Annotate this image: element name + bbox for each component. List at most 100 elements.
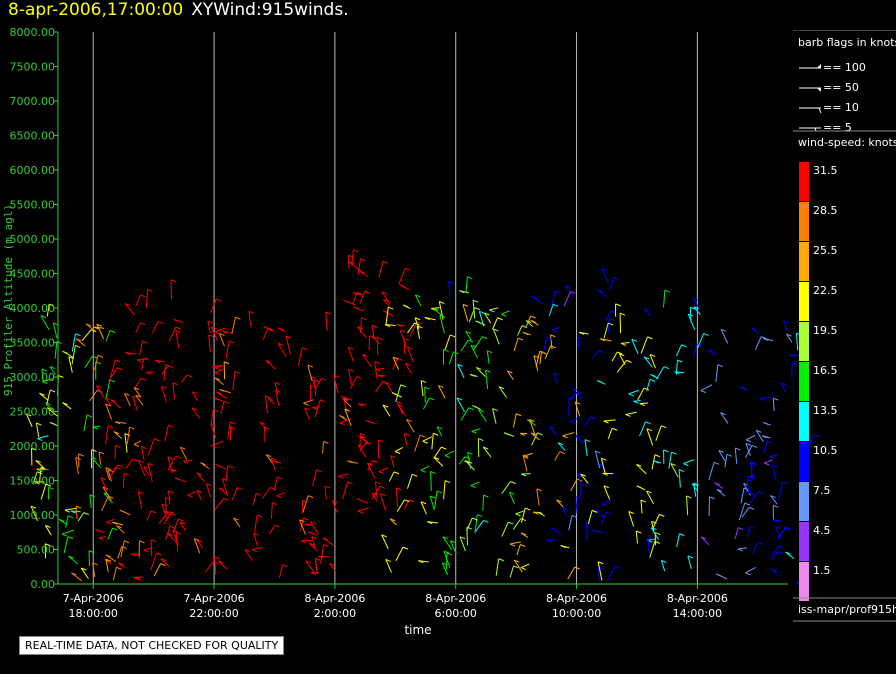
wind-barb — [262, 487, 271, 499]
wind-barb-flag — [253, 532, 259, 536]
speed-color-swatch — [799, 522, 809, 561]
wind-barb-flag — [707, 349, 714, 353]
wind-barb-flag — [417, 325, 423, 329]
wind-barb-cluster — [531, 268, 621, 582]
wind-barb — [593, 509, 604, 518]
wind-barb-flag — [636, 530, 642, 534]
wind-barb-flag — [498, 386, 505, 390]
y-tick-label: 4500.00 — [10, 268, 56, 281]
wind-barb — [533, 355, 539, 372]
wind-barb — [600, 458, 606, 475]
wind-barb — [304, 407, 311, 420]
wind-barb-flag — [214, 556, 220, 560]
wind-barb-flag — [213, 408, 219, 412]
wind-barb-flag — [397, 357, 403, 361]
wind-barb-flag — [493, 328, 499, 332]
x-tick-date: 7-Apr-2006 — [184, 592, 245, 605]
wind-barb — [693, 343, 698, 356]
wind-barb-flag — [67, 515, 74, 519]
wind-barb-flag — [559, 451, 565, 455]
wind-barb-flag — [762, 421, 769, 425]
wind-barb-flag — [316, 469, 322, 473]
wind-barb-flag — [274, 382, 281, 385]
wind-barb — [122, 473, 125, 489]
wind-barb-flag — [601, 503, 608, 507]
wind-barb — [509, 565, 515, 578]
wind-barb-flag — [167, 456, 174, 460]
wind-barb — [640, 500, 643, 514]
speed-color-swatch — [799, 242, 809, 281]
wind-barb-flag — [379, 485, 386, 489]
wind-barb — [105, 403, 113, 420]
wind-barb — [344, 408, 352, 426]
wind-barb-flag — [309, 542, 315, 546]
y-tick-label: 5500.00 — [10, 199, 56, 212]
wind-barb-flag — [429, 397, 435, 401]
wind-barb-flag — [671, 451, 677, 455]
wind-barb-flag — [153, 438, 160, 442]
wind-barb — [764, 459, 773, 464]
wind-barb — [772, 398, 775, 412]
wind-barb — [548, 425, 558, 436]
wind-barb-flag — [605, 511, 612, 515]
wind-barb-flag — [681, 344, 687, 348]
wind-barb-cluster — [154, 298, 241, 575]
wind-barb-flag — [299, 519, 305, 523]
wind-barb-flag — [115, 444, 121, 448]
wind-barb — [449, 540, 457, 554]
wind-barb-flag — [382, 380, 389, 384]
wind-barb-flag — [397, 404, 404, 408]
wind-barb — [105, 330, 111, 342]
wind-barb-flag — [109, 379, 116, 383]
wind-barb-flag — [112, 527, 118, 531]
wind-barb — [227, 421, 231, 439]
wind-barb — [133, 387, 142, 398]
speed-color-swatch — [799, 322, 809, 361]
wind-barb-flag — [168, 490, 174, 494]
x-tick-time: 14:00:00 — [673, 607, 722, 620]
wind-barb — [509, 541, 521, 545]
wind-barb-flag — [768, 455, 775, 459]
wind-barb — [139, 340, 143, 356]
wind-barb-flag — [651, 520, 657, 524]
wind-barb — [434, 490, 438, 509]
wind-barb-flag — [58, 375, 64, 378]
wind-barb-flag — [97, 354, 104, 358]
wind-barb-flag — [105, 554, 111, 558]
wind-barb — [196, 539, 204, 549]
wind-barb-flag — [208, 334, 214, 338]
wind-barb — [357, 326, 367, 338]
wind-barb-flag — [419, 434, 426, 438]
wind-barb-flag — [62, 402, 68, 406]
wind-barb-flag — [602, 472, 608, 476]
wind-barb-cluster — [305, 311, 386, 575]
wind-barb — [357, 444, 367, 458]
x-tick-date: 8-Apr-2006 — [425, 592, 486, 605]
wind-barb-cluster — [578, 303, 667, 581]
wind-barb-flag — [785, 551, 791, 555]
wind-barb-flag — [639, 403, 645, 407]
wind-barb-flag — [598, 350, 604, 354]
wind-barb-flag — [679, 533, 685, 537]
speed-bin-label: 28.5 — [813, 204, 838, 217]
wind-barb — [743, 483, 751, 496]
wind-barb-cluster — [700, 328, 779, 580]
wind-barb-flag — [160, 558, 166, 562]
wind-barb-flag — [96, 323, 103, 327]
wind-barb-flag — [674, 371, 680, 375]
wind-barb-flag — [145, 371, 152, 375]
wind-barb-flag — [522, 332, 529, 335]
wind-barb — [643, 356, 653, 368]
wind-barb — [474, 520, 484, 533]
wind-barb-flag — [713, 461, 720, 465]
wind-barb-flag — [661, 560, 667, 563]
wind-barb-flag — [515, 413, 522, 417]
wind-barb — [470, 481, 480, 487]
wind-barb-flag — [300, 540, 307, 544]
wind-barb — [616, 360, 627, 373]
wind-barb-flag — [64, 509, 71, 513]
wind-barb-flag — [737, 527, 744, 531]
wind-barb-flag — [267, 397, 274, 401]
wind-barb — [392, 356, 400, 370]
wind-barb-flag — [182, 460, 189, 464]
